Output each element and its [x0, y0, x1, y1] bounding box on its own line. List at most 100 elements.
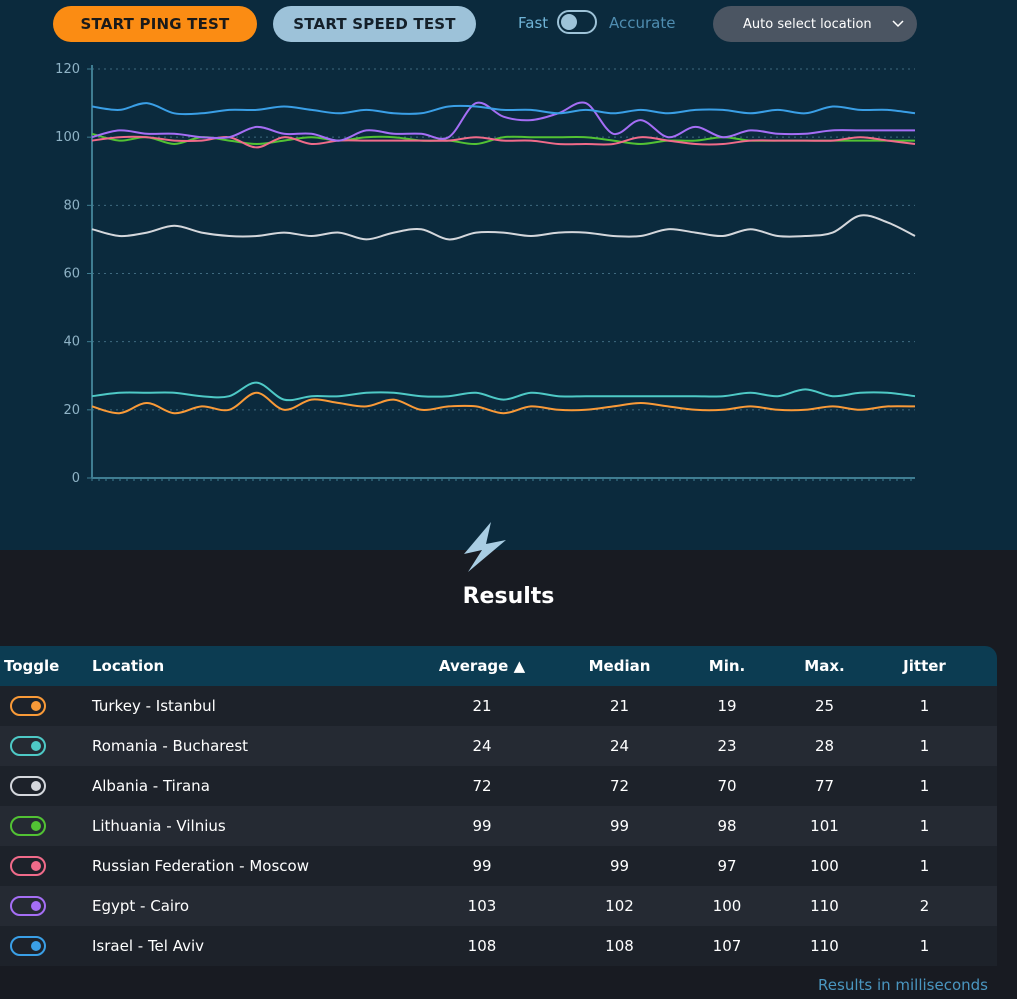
- mode-toggle-knob: [561, 14, 577, 30]
- header-average[interactable]: Average ▲: [382, 646, 582, 686]
- min-cell: 70: [717, 777, 737, 795]
- toggle-cell: [0, 846, 92, 886]
- table-row: Turkey - Istanbul 21 21 19 25 1: [0, 686, 997, 726]
- header-toggle: Toggle: [0, 646, 92, 686]
- series-toggle-knob: [31, 861, 41, 871]
- header-jitter[interactable]: Jitter: [852, 646, 997, 686]
- series-toggle-knob: [31, 901, 41, 911]
- y-tick-label: 0: [72, 471, 80, 486]
- y-tick-label: 20: [63, 403, 80, 418]
- series-line: [91, 381, 916, 402]
- median-cell: 108: [605, 937, 634, 955]
- header-median[interactable]: Median: [582, 646, 657, 686]
- min-cell: 100: [712, 897, 742, 915]
- series-toggle-knob: [31, 821, 41, 831]
- series-line: [91, 391, 916, 415]
- average-cell: 21: [472, 697, 492, 715]
- series-line: [91, 101, 915, 142]
- average-cell: 108: [467, 937, 497, 955]
- max-cell: 100: [810, 857, 839, 875]
- series-line: [91, 214, 916, 241]
- y-tick-label: 120: [55, 62, 80, 77]
- table-row: Lithuania - Vilnius 99 99 98 101 1: [0, 806, 997, 846]
- table-row: Romania - Bucharest 24 24 23 28 1: [0, 726, 997, 766]
- lightning-bolt-icon: [464, 522, 506, 572]
- series-toggle-knob: [31, 781, 41, 791]
- results-title: Results: [462, 584, 555, 609]
- jitter-cell: 1: [919, 777, 930, 795]
- series-toggle-knob: [31, 701, 41, 711]
- average-cell: 72: [472, 777, 492, 795]
- series-toggle[interactable]: [10, 736, 46, 756]
- chevron-down-icon: [892, 20, 904, 28]
- start-ping-test-button[interactable]: START PING TEST: [53, 6, 257, 42]
- toggle-cell: [0, 766, 92, 806]
- toggle-cell: [0, 686, 92, 726]
- mode-fast-label: Fast: [518, 14, 549, 32]
- median-cell: 24: [609, 737, 630, 755]
- jitter-cell: 1: [919, 857, 930, 875]
- table-row: Russian Federation - Moscow 99 99 97 100 1: [0, 846, 997, 886]
- header-min[interactable]: Min.: [657, 646, 797, 686]
- y-tick-label: 80: [63, 198, 80, 213]
- jitter-cell: 2: [919, 897, 930, 915]
- max-cell: 110: [810, 897, 839, 915]
- location-cell: Lithuania - Vilnius: [92, 817, 226, 835]
- series-toggle-knob: [31, 741, 41, 751]
- test-panel: START PING TEST START SPEED TEST Fast Ac…: [0, 0, 1017, 550]
- jitter-cell: 1: [919, 697, 930, 715]
- toggle-cell: [0, 926, 92, 966]
- jitter-cell: 1: [919, 937, 930, 955]
- series-line: [91, 102, 916, 116]
- max-cell: 110: [810, 937, 839, 955]
- max-cell: 101: [810, 817, 839, 835]
- header-max[interactable]: Max.: [797, 646, 852, 686]
- location-cell: Turkey - Istanbul: [92, 697, 216, 715]
- average-cell: 24: [472, 737, 492, 755]
- series-toggle[interactable]: [10, 696, 46, 716]
- max-cell: 25: [814, 697, 835, 715]
- median-cell: 102: [605, 897, 634, 915]
- table-row: Israel - Tel Aviv 108 108 107 110 1: [0, 926, 997, 966]
- series-toggle[interactable]: [10, 856, 46, 876]
- max-cell: 77: [814, 777, 835, 795]
- results-footnote: Results in milliseconds: [818, 976, 988, 994]
- location-select-value: Auto select location: [743, 16, 872, 32]
- location-cell: Albania - Tirana: [92, 777, 210, 795]
- mode-accurate-label: Accurate: [609, 14, 676, 32]
- series-toggle[interactable]: [10, 936, 46, 956]
- table-row: Egypt - Cairo 103 102 100 110 2: [0, 886, 997, 926]
- jitter-cell: 1: [919, 737, 930, 755]
- toggle-cell: [0, 806, 92, 846]
- min-cell: 19: [717, 697, 737, 715]
- average-cell: 99: [472, 857, 492, 875]
- min-cell: 23: [717, 737, 737, 755]
- series-toggle[interactable]: [10, 896, 46, 916]
- median-cell: 72: [609, 777, 630, 795]
- table-row: Albania - Tirana 72 72 70 77 1: [0, 766, 997, 806]
- table-header-row: Toggle Location Average ▲ Median Min. Ma…: [0, 646, 997, 686]
- location-cell: Russian Federation - Moscow: [92, 857, 309, 875]
- average-cell: 99: [472, 817, 492, 835]
- location-select[interactable]: Auto select location: [713, 6, 917, 42]
- start-speed-test-button[interactable]: START SPEED TEST: [273, 6, 476, 42]
- min-cell: 98: [717, 817, 737, 835]
- series-toggle[interactable]: [10, 816, 46, 836]
- location-cell: Romania - Bucharest: [92, 737, 249, 755]
- toggle-cell: [0, 726, 92, 766]
- location-cell: Israel - Tel Aviv: [92, 937, 205, 955]
- results-table: Toggle Location Average ▲ Median Min. Ma…: [0, 646, 997, 966]
- mode-toggle[interactable]: [557, 10, 597, 34]
- median-cell: 99: [609, 857, 630, 875]
- y-tick-label: 40: [63, 335, 80, 350]
- median-cell: 21: [609, 697, 630, 715]
- location-cell: Egypt - Cairo: [92, 897, 190, 915]
- series-toggle[interactable]: [10, 776, 46, 796]
- y-tick-label: 60: [63, 267, 80, 282]
- ping-chart: 0 20 40 60 80 100 120: [55, 62, 916, 486]
- y-tick-label: 100: [55, 130, 80, 145]
- min-cell: 107: [712, 937, 742, 955]
- series-toggle-knob: [31, 941, 41, 951]
- median-cell: 99: [609, 817, 630, 835]
- jitter-cell: 1: [919, 817, 930, 835]
